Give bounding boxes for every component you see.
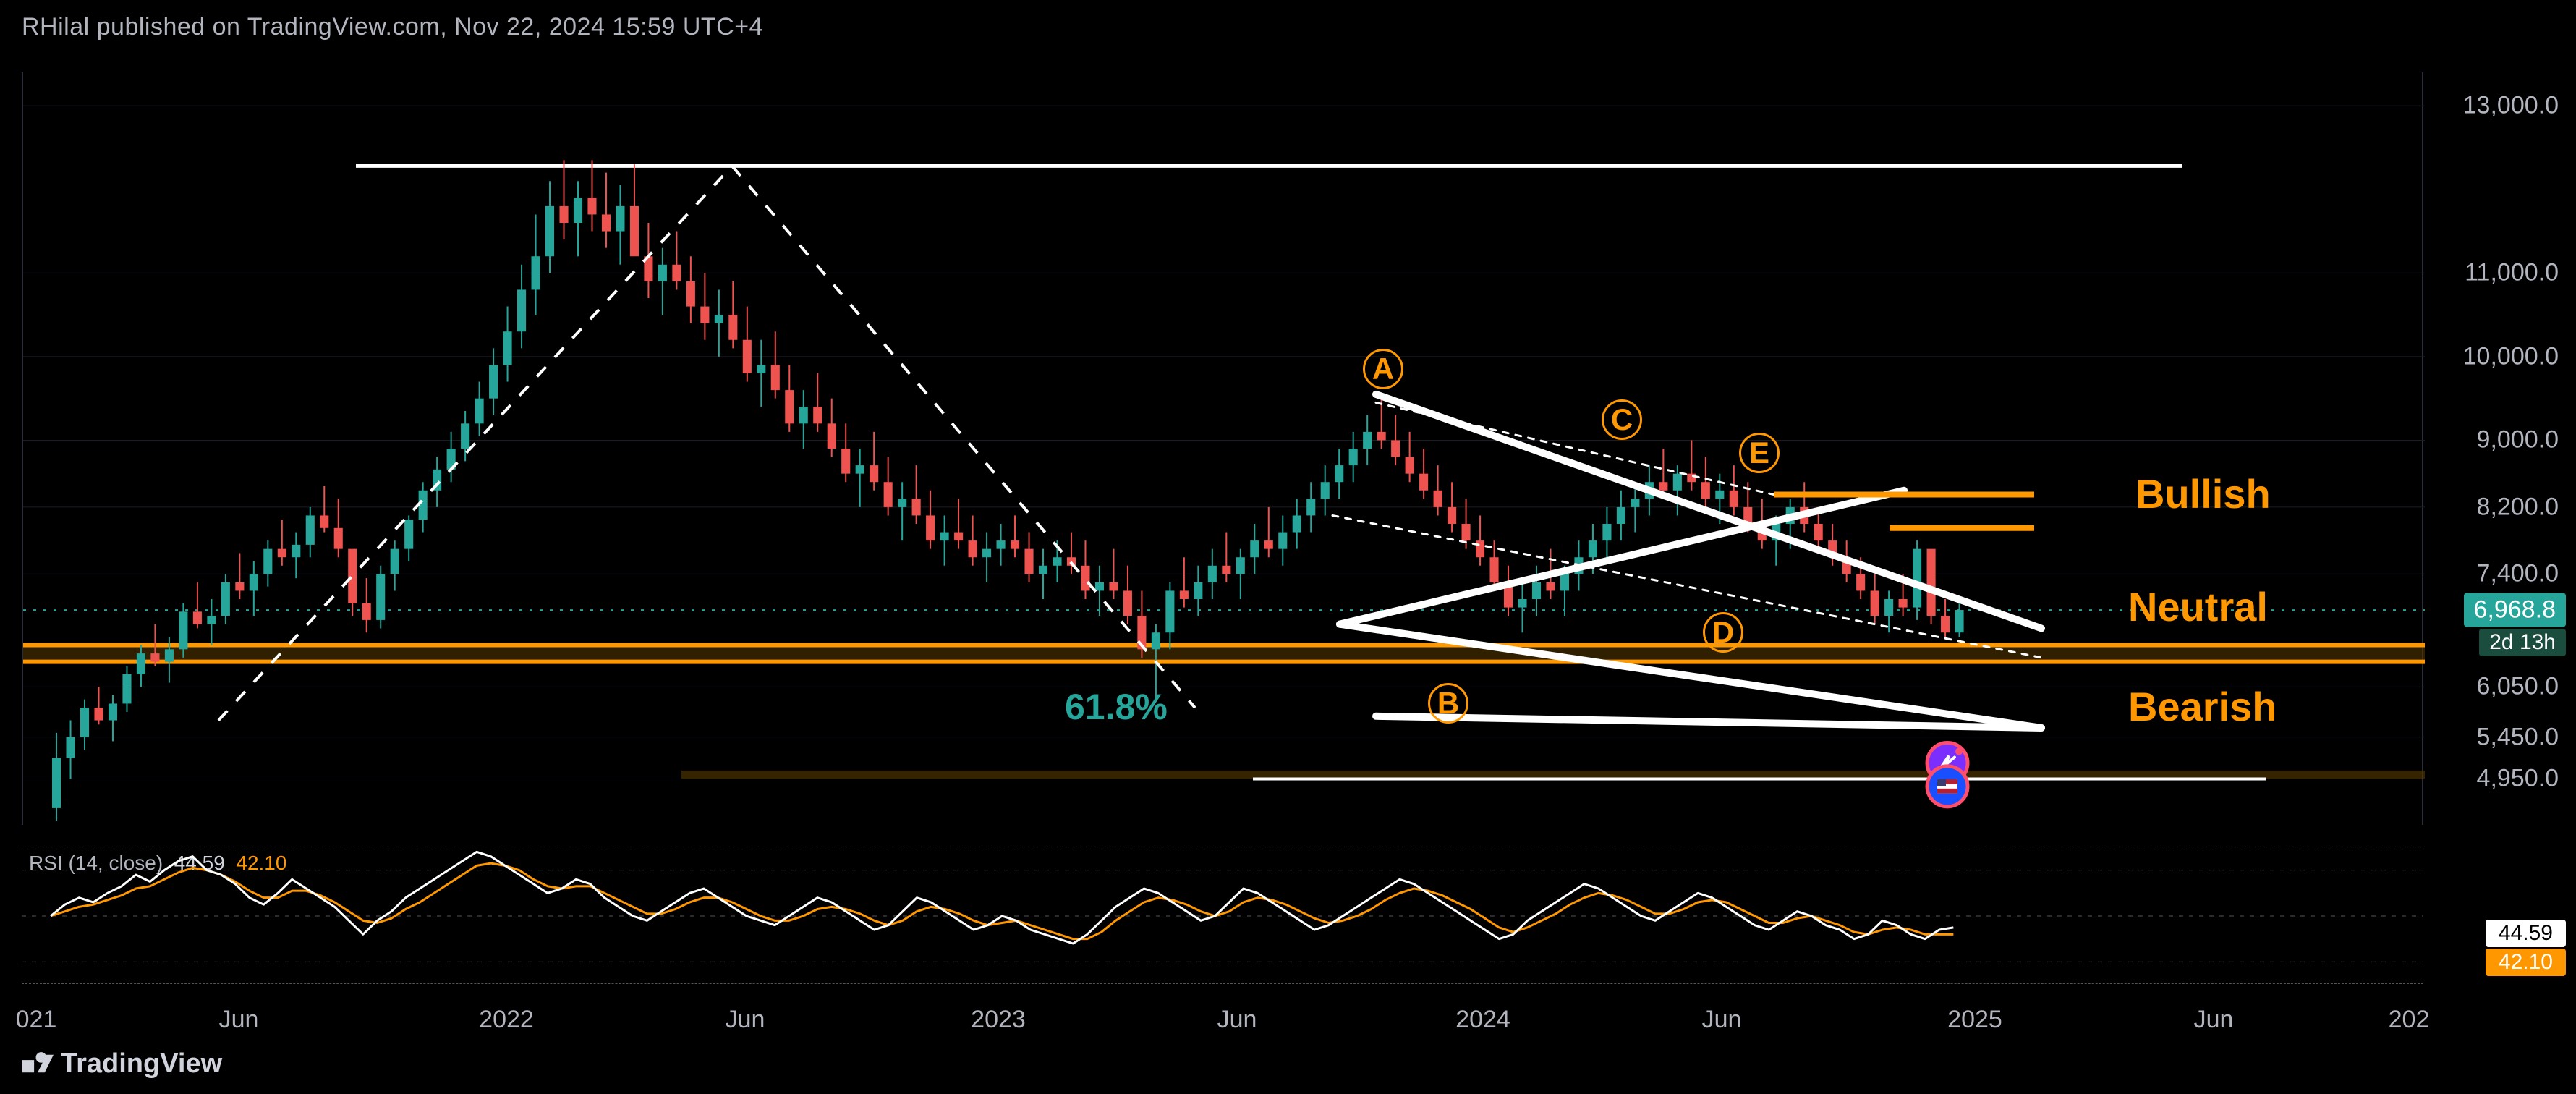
rsi-axis-badge: 42.10 xyxy=(2486,949,2566,976)
price-tick: 5,450.0 xyxy=(2477,723,2559,751)
time-tick: 2025 xyxy=(1947,1006,2002,1034)
bar-countdown: 2d 13h xyxy=(2479,629,2566,656)
scenario-label: Bullish xyxy=(2135,470,2271,517)
rsi-value: 44.59 xyxy=(174,852,225,874)
price-tick: 13,000.0 xyxy=(2463,92,2559,120)
time-axis[interactable]: 021Jun2022Jun2023Jun2024Jun2025Jun202 xyxy=(22,998,2423,1042)
time-tick: 2022 xyxy=(479,1006,534,1034)
author: RHilal xyxy=(22,13,90,41)
rsi-label: RSI (14, close) 44.59 42.10 xyxy=(29,852,286,875)
time-tick: 2023 xyxy=(971,1006,1026,1034)
time-tick: 202 xyxy=(2389,1006,2430,1034)
time-tick: Jun xyxy=(1217,1006,1257,1034)
tradingview-text: TradingView xyxy=(61,1048,222,1080)
rsi-panel[interactable]: RSI (14, close) 44.59 42.10 xyxy=(22,847,2423,984)
rsi-svg xyxy=(22,847,2423,985)
fib-label: 61.8% xyxy=(1065,686,1168,728)
scenario-label: Neutral xyxy=(2128,583,2268,630)
elliott-wave-label: E xyxy=(1739,433,1780,473)
price-tick: 9,000.0 xyxy=(2477,426,2559,454)
tradingview-icon xyxy=(22,1048,54,1080)
rsi-axis-badge: 44.59 xyxy=(2486,920,2566,947)
price-tick: 6,050.0 xyxy=(2477,673,2559,701)
time-tick: 2024 xyxy=(1455,1006,1510,1034)
time-tick: 021 xyxy=(16,1006,57,1034)
time-tick: Jun xyxy=(2194,1006,2234,1034)
price-tick: 4,950.0 xyxy=(2477,765,2559,793)
price-tick: 7,400.0 xyxy=(2477,560,2559,588)
price-tick: 11,000.0 xyxy=(2465,259,2559,287)
rsi-signal-value: 42.10 xyxy=(236,852,286,874)
time-tick: Jun xyxy=(219,1006,259,1034)
publish-header: RHilal published on TradingView.com, Nov… xyxy=(22,13,763,41)
published-at: published on TradingView.com, Nov 22, 20… xyxy=(97,13,763,41)
price-tick: 8,200.0 xyxy=(2477,493,2559,521)
elliott-wave-label: B xyxy=(1428,683,1468,724)
elliott-wave-label: A xyxy=(1363,349,1403,389)
elliott-wave-label: C xyxy=(1602,399,1642,440)
price-chart[interactable]: Bullish Neutral Bearish 61.8% A B C D E xyxy=(22,72,2423,825)
chart-svg xyxy=(23,72,2425,825)
tradingview-logo: TradingView xyxy=(22,1048,222,1080)
scenario-label: Bearish xyxy=(2128,683,2277,730)
rsi-name: RSI (14, close) xyxy=(29,852,163,874)
last-price-badge: 6,968.8 xyxy=(2464,593,2566,627)
time-tick: Jun xyxy=(726,1006,765,1034)
price-tick: 10,000.0 xyxy=(2463,342,2559,370)
elliott-wave-label: D xyxy=(1703,612,1743,653)
price-axis[interactable]: 13,000.0 11,000.0 10,000.0 9,000.0 8,200.0 7,… xyxy=(2424,72,2576,825)
time-tick: Jun xyxy=(1702,1006,1742,1034)
